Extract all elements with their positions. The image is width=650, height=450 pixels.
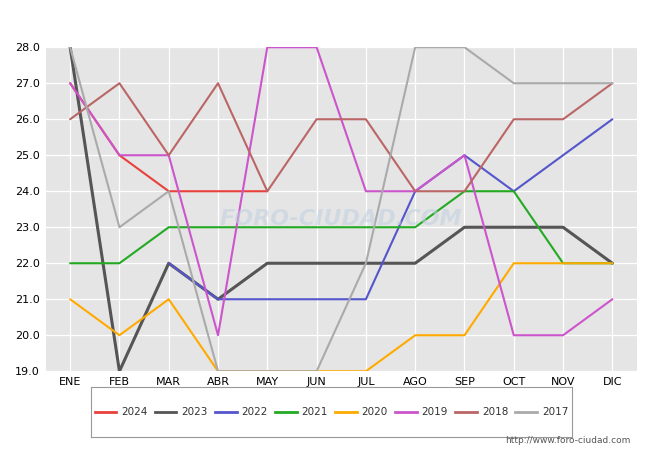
Text: 2024: 2024 bbox=[121, 407, 148, 417]
Text: 2017: 2017 bbox=[542, 407, 568, 417]
Text: 2018: 2018 bbox=[482, 407, 508, 417]
Text: 2023: 2023 bbox=[181, 407, 207, 417]
Text: 2022: 2022 bbox=[241, 407, 268, 417]
Text: http://www.foro-ciudad.com: http://www.foro-ciudad.com bbox=[505, 436, 630, 445]
Text: Afiliados en Llocnou de la Corona a 31/5/2024: Afiliados en Llocnou de la Corona a 31/5… bbox=[135, 14, 515, 32]
Text: 2019: 2019 bbox=[422, 407, 448, 417]
Text: 2021: 2021 bbox=[302, 407, 328, 417]
Text: FORO-CIUDAD.COM: FORO-CIUDAD.COM bbox=[220, 209, 463, 229]
Text: 2020: 2020 bbox=[361, 407, 388, 417]
